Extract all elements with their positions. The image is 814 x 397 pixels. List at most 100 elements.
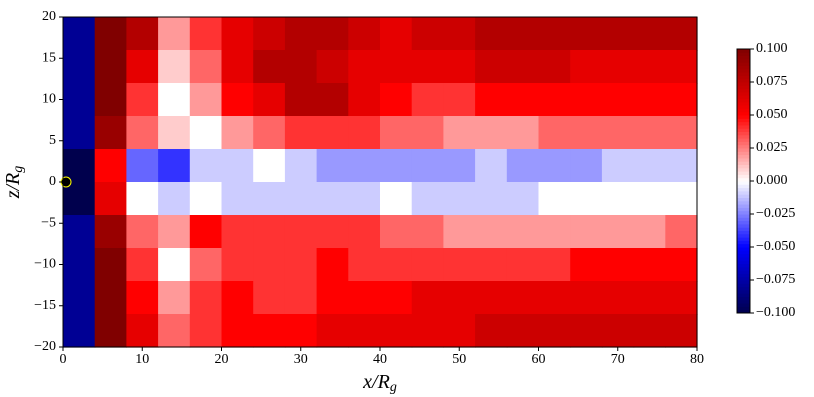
colorbar-step [737, 230, 750, 235]
colorbar-step [737, 95, 750, 99]
colorbar-step [737, 121, 750, 126]
colorbar-step [737, 154, 750, 159]
heatmap-cell [506, 17, 540, 51]
colorbar-step [737, 280, 750, 284]
heatmap-cell [284, 17, 318, 51]
colorbar-step [737, 62, 750, 66]
colorbar-tick-label: −0.025 [756, 206, 795, 221]
heatmap-cell [253, 17, 286, 51]
colorbar-step [737, 82, 750, 86]
heatmap-cell [253, 149, 286, 183]
heatmap-cell [506, 314, 540, 348]
colorbar-step [737, 105, 750, 109]
heatmap-cell [601, 83, 635, 117]
heatmap-cell [665, 116, 698, 150]
colorbar-step [737, 144, 750, 149]
heatmap-cell [506, 215, 540, 249]
heatmap-cell [570, 83, 603, 117]
heatmap-cell [253, 50, 286, 84]
heatmap-cell [189, 50, 223, 84]
heatmap-cell [221, 281, 254, 315]
heatmap-cell [126, 50, 159, 84]
heatmap-cell [94, 182, 127, 216]
heatmap-cell [601, 215, 635, 249]
heatmap-cell [380, 116, 413, 150]
heatmap-cell [633, 248, 666, 282]
x-tick-label: 0 [60, 352, 67, 367]
heatmap-cell [570, 116, 603, 150]
y-tick-label: 10 [42, 92, 56, 107]
heatmap-cell [475, 50, 508, 84]
heatmap-cell [158, 83, 191, 117]
heatmap-cell [158, 17, 191, 51]
heatmap-cell [411, 149, 444, 183]
heatmap-cell [189, 248, 223, 282]
heatmap-cell [348, 17, 381, 51]
heatmap-cell [253, 182, 286, 216]
heatmap-cell [538, 149, 571, 183]
heatmap-cell [221, 116, 254, 150]
heatmap-cell [538, 314, 571, 348]
heatmap-cell [348, 248, 381, 282]
heatmap-cell [63, 50, 96, 84]
colorbar-step [737, 68, 750, 73]
heatmap-cell [380, 215, 413, 249]
y-tick-label: −20 [34, 339, 56, 354]
heatmap-cell [411, 248, 444, 282]
heatmap-cell [665, 182, 698, 216]
colorbar-step [737, 217, 750, 222]
colorbar-step [737, 237, 750, 241]
heatmap-cell [158, 149, 191, 183]
heatmap-cell [665, 17, 698, 51]
colorbar-step [737, 58, 750, 63]
heatmap-cell [189, 17, 223, 51]
colorbar-step [737, 240, 750, 245]
y-label-sub: g [11, 166, 26, 173]
colorbar-step [737, 286, 750, 291]
colorbar-step [737, 131, 750, 136]
heatmap-cell [443, 116, 476, 150]
heatmap-cell [665, 314, 698, 348]
heatmap-cell [316, 314, 349, 348]
heatmap-cell [538, 248, 571, 282]
heatmap-cell [380, 17, 413, 51]
heatmap-cell [443, 17, 476, 51]
colorbar-step [737, 256, 750, 261]
y-tick-label: −10 [34, 257, 56, 272]
colorbar-step [737, 164, 750, 169]
colorbar-step [737, 299, 750, 304]
heatmap-cell [411, 281, 444, 315]
heatmap-cell [158, 215, 191, 249]
heatmap-cell [158, 116, 191, 150]
colorbar-step [737, 177, 750, 182]
colorbar-step [737, 124, 750, 129]
colorbar-step [737, 266, 750, 271]
colorbar-step [737, 151, 750, 156]
colorbar-step [737, 174, 750, 179]
heatmap-cell [221, 314, 254, 348]
colorbar-step [737, 101, 750, 106]
heatmap-cell [253, 215, 286, 249]
heatmap-cell [665, 215, 698, 249]
heatmap-cell [633, 281, 666, 315]
heatmap-cell [348, 215, 381, 249]
heatmap-cell [538, 83, 571, 117]
colorbar-tick-label: −0.075 [756, 272, 795, 287]
colorbar-step [737, 72, 750, 76]
heatmap-cell [633, 50, 666, 84]
heatmap-cell [316, 83, 349, 117]
heatmap-cell [380, 83, 413, 117]
colorbar-step [737, 227, 750, 231]
heatmap-cell [443, 83, 476, 117]
heatmap-cell [475, 83, 508, 117]
heatmap-cell [443, 281, 476, 315]
heatmap-cell [63, 248, 96, 282]
heatmap-cell [348, 116, 381, 150]
heatmap-cell [316, 116, 349, 150]
heatmap-cell [665, 83, 698, 117]
heatmap-cell [601, 149, 635, 183]
colorbar-step [737, 243, 750, 248]
heatmap-cell [189, 182, 223, 216]
heatmap-cell [348, 149, 381, 183]
heatmap-cell [284, 50, 318, 84]
